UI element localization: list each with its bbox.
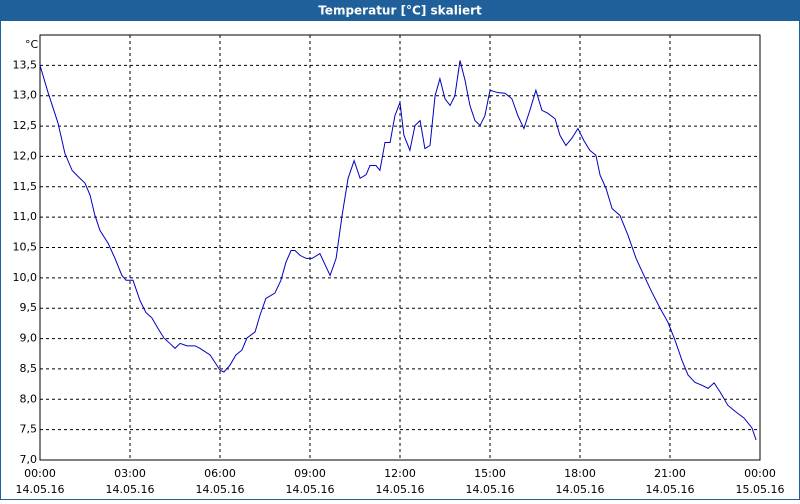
y-tick-label: 11,0	[13, 210, 38, 223]
x-tick-date: 14.05.16	[466, 483, 515, 496]
data-line	[39, 60, 757, 441]
x-tick-date: 14.05.16	[286, 483, 335, 496]
x-tick-date: 14.05.16	[106, 483, 155, 496]
x-tick-date: 14.05.16	[646, 483, 695, 496]
y-tick-label: 11,5	[13, 180, 38, 193]
x-tick-label: 03:00	[114, 467, 146, 480]
y-tick-label: 13,5	[13, 58, 38, 71]
x-tick-label: 00:00	[24, 467, 56, 480]
x-tick-label: 15:00	[474, 467, 506, 480]
y-tick-label: 10,0	[13, 271, 38, 284]
x-tick-label: 18:00	[564, 467, 596, 480]
title-bar	[0, 0, 800, 21]
x-tick-label: 21:00	[654, 467, 686, 480]
x-tick-date: 14.05.16	[376, 483, 425, 496]
y-tick-label: 13,0	[13, 89, 38, 102]
y-axis-label: °C	[25, 38, 39, 51]
y-tick-label: 10,5	[13, 241, 38, 254]
y-tick-label: 8,0	[20, 392, 38, 405]
x-tick-label: 06:00	[204, 467, 236, 480]
y-tick-label: 8,5	[20, 362, 38, 375]
x-tick-label: 12:00	[384, 467, 416, 480]
x-tick-date: 14.05.16	[196, 483, 245, 496]
y-tick-label: 12,0	[13, 149, 38, 162]
x-tick-date: 14.05.16	[556, 483, 605, 496]
y-tick-label: 9,5	[20, 301, 38, 314]
y-tick-label: 7,5	[20, 423, 38, 436]
x-tick-label: 09:00	[294, 467, 326, 480]
x-tick-date: 14.05.16	[16, 483, 65, 496]
x-tick-label: 00:00	[744, 467, 776, 480]
y-tick-label: 12,5	[13, 119, 38, 132]
chart-title: Temperatur [°C] skaliert	[318, 4, 482, 18]
x-tick-date: 15.05.16	[736, 483, 785, 496]
y-tick-label: 9,0	[20, 332, 38, 345]
y-tick-label: 7,0	[20, 453, 38, 466]
